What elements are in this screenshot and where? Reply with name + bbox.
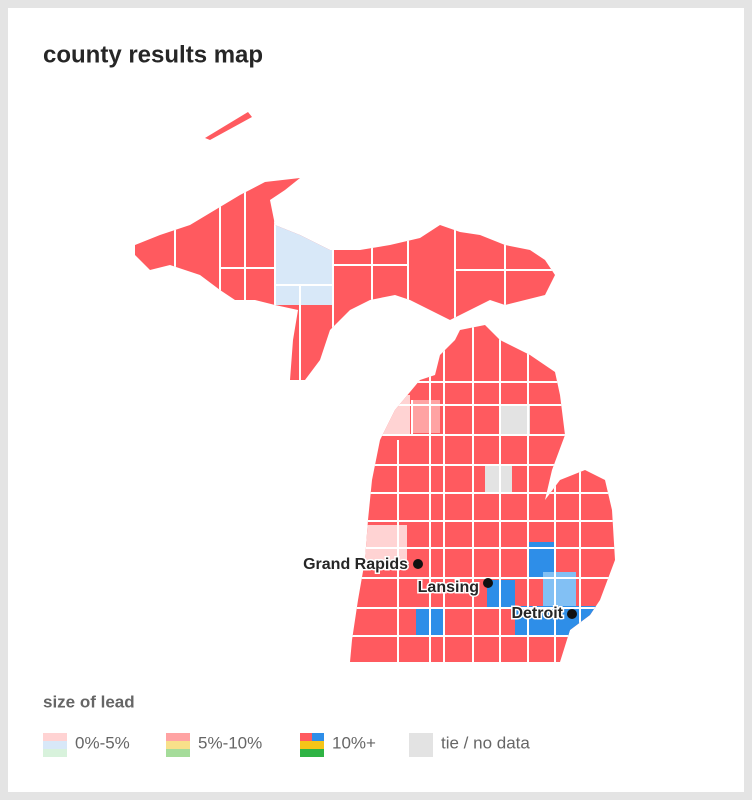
legend-swatch [43, 733, 67, 757]
legend-swatch [409, 733, 433, 757]
city-dot [483, 578, 493, 588]
city-label: Lansing [418, 579, 479, 596]
city-markers: Grand Rapids Lansing Detroit [302, 555, 577, 624]
legend-label: tie / no data [441, 733, 530, 752]
city-dot [567, 609, 577, 619]
city-label: Grand Rapids [303, 556, 408, 573]
legend: size of lead 0%-5% 5%-10% 10%+ tie / no … [43, 692, 530, 757]
legend-title: size of lead [43, 692, 135, 711]
legend-swatch [166, 733, 190, 757]
legend-label: 0%-5% [75, 733, 130, 752]
legend-swatch [300, 733, 324, 757]
legend-label: 10%+ [332, 733, 376, 752]
city-dot [413, 559, 423, 569]
legend-label: 5%-10% [198, 733, 262, 752]
title: county results map [43, 41, 263, 68]
isle-royale [205, 112, 252, 140]
city-label: Detroit [511, 605, 563, 622]
